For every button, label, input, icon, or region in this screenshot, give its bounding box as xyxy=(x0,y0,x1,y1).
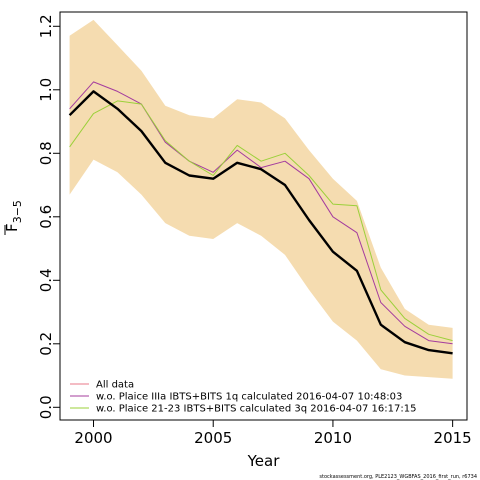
x-tick-label-2005: 2005 xyxy=(194,429,232,447)
y-axis-title: F3−5 xyxy=(3,200,24,232)
legend-label-2: w.o. Plaice 21-23 IBTS+BITS calculated 3… xyxy=(96,404,416,415)
series-lines-layer xyxy=(68,81,453,355)
series-line-1 xyxy=(69,81,453,345)
x-tick-label-2010: 2010 xyxy=(314,429,352,447)
y-tick-label-6: 1.2 xyxy=(37,14,55,38)
y-axis-title-main: F xyxy=(3,223,21,232)
x-tick-label-2015: 2015 xyxy=(434,429,472,447)
y-tick-label-2: 0.4 xyxy=(37,268,55,292)
y-tick-label-3: 0.6 xyxy=(37,205,55,229)
y-tick-label-1: 0.2 xyxy=(37,332,55,356)
y-axis: 0.0 0.2 0.4 0.6 0.8 1.0 1.2 xyxy=(37,14,61,419)
y-tick-label-0: 0.0 xyxy=(37,395,55,419)
legend-label-1: w.o. Plaice IIIa IBTS+BITS 1q calculated… xyxy=(96,392,402,403)
footer-note: stockassessment.org, PLE2123_WGBFAS_2016… xyxy=(319,474,477,480)
x-axis-title: Year xyxy=(247,452,281,470)
confidence-band xyxy=(69,19,453,379)
y-axis-title-subscript: 3−5 xyxy=(11,200,24,223)
y-tick-label-5: 1.0 xyxy=(37,78,55,102)
series-line-0 xyxy=(68,90,453,355)
confidence-band-layer xyxy=(69,19,453,379)
y-tick-label-4: 0.8 xyxy=(37,141,55,165)
series-line-2 xyxy=(69,100,453,342)
legend-label-0: All data xyxy=(96,380,134,391)
x-axis: 2000 2005 2010 2015 xyxy=(74,419,472,447)
x-tick-label-2000: 2000 xyxy=(74,429,112,447)
